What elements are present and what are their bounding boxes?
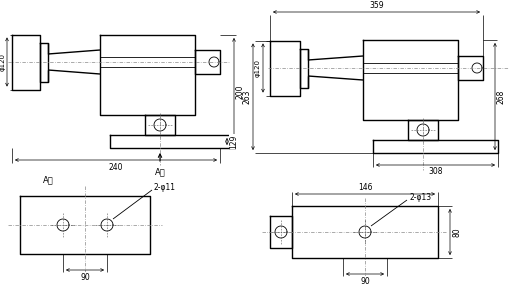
Text: 80: 80 [453,227,461,237]
Text: A向: A向 [155,168,165,176]
Text: 146: 146 [358,183,372,192]
Text: 263: 263 [243,89,251,104]
Text: 308: 308 [428,168,443,176]
Text: 90: 90 [360,277,370,285]
Text: A向: A向 [43,176,54,185]
Text: 268: 268 [497,89,506,104]
Text: 359: 359 [369,1,384,11]
Text: 200: 200 [236,84,245,99]
Text: φ120: φ120 [255,59,261,77]
Text: 240: 240 [109,163,123,171]
Text: 2-φ11: 2-φ11 [154,183,176,193]
Text: 90: 90 [80,272,90,282]
Text: 2-φ13: 2-φ13 [409,193,431,202]
Text: 129: 129 [229,134,238,149]
Text: φ120: φ120 [0,53,6,71]
